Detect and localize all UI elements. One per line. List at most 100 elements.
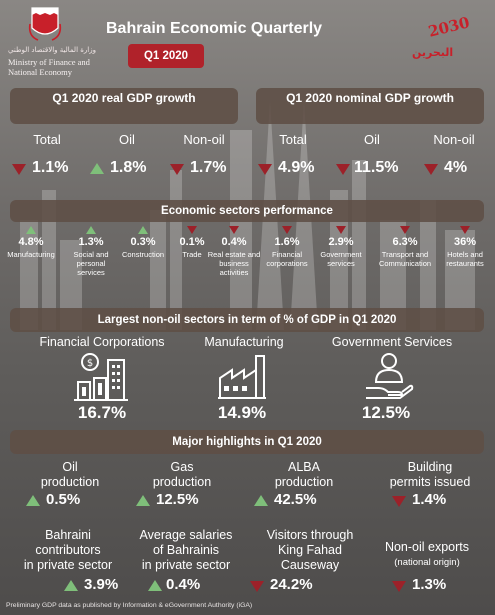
sector-manufacturing: 4.8% Manufacturing [4, 226, 58, 259]
highlight-label-line: contributors [35, 543, 101, 557]
person-hand-icon [366, 353, 414, 399]
sector-value: 2.9% [328, 236, 354, 248]
header: وزارة المالية والاقتصاد الوطني Ministry … [0, 0, 495, 86]
nominal-gdp-nonoil-label: Non-oil [433, 132, 475, 147]
decrease-arrow-icon [12, 164, 26, 175]
highlight-exports-value: 1.3% [412, 576, 447, 593]
highlight-label-line: in private sector [141, 558, 231, 572]
highlight-building-label: Building permits issued [380, 460, 480, 490]
bahrain-crest-icon [28, 7, 62, 41]
increase-arrow-icon [136, 495, 150, 506]
highlight-label-line: Gas [170, 460, 194, 474]
real-gdp-header: Q1 2020 real GDP growth [10, 88, 238, 124]
increase-arrow-icon [64, 580, 78, 591]
highlight-contributors-value: 3.9% [84, 576, 119, 593]
largest-government-value: 12.5% [361, 403, 411, 422]
highlight-exports-label: Non-oil exports (national origin) [372, 540, 482, 570]
svg-text:$: $ [87, 358, 93, 369]
sector-value: 36% [453, 236, 477, 248]
increase-arrow-icon [26, 495, 40, 506]
highlight-label-line: ALBA [288, 460, 320, 474]
largest-sectors-header: Largest non-oil sectors in term of % of … [10, 308, 484, 332]
vision-2030-logo-year: 2030 [426, 13, 472, 41]
nominal-gdp-header: Q1 2020 nominal GDP growth [256, 88, 484, 124]
factory-icon [218, 355, 266, 399]
highlight-label-line: Building [407, 460, 453, 474]
increase-arrow-icon [26, 226, 36, 234]
largest-government-label: Government Services [331, 335, 453, 349]
decrease-arrow-icon [229, 226, 239, 234]
real-gdp-total-label: Total [33, 132, 61, 147]
highlight-label-line: production [40, 475, 100, 489]
sector-name: Manufacturing [7, 250, 55, 259]
highlight-label-line: Non-oil exports [384, 540, 470, 554]
largest-manufacturing-label: Manufacturing [204, 335, 284, 349]
sector-value: 1.3% [78, 236, 104, 248]
highlight-oil-value: 0.5% [46, 491, 81, 508]
sector-financial: 1.6% Financial corporations [260, 226, 314, 268]
highlight-label-line: King Fahad [278, 543, 342, 557]
highlight-label-line: Visitors through [266, 528, 354, 542]
highlight-label-line: Causeway [280, 558, 340, 572]
decrease-arrow-icon [400, 226, 410, 234]
sector-value: 0.1% [179, 236, 205, 248]
sector-name: Construction [121, 250, 165, 259]
nominal-gdp-oil-label: Oil [364, 132, 380, 147]
real-gdp-oil-label: Oil [119, 132, 135, 147]
decrease-arrow-icon [336, 164, 350, 175]
nominal-gdp-nonoil-value: 4% [444, 159, 468, 176]
sector-value: 1.6% [274, 236, 300, 248]
highlight-label-line: production [152, 475, 212, 489]
page-title: Bahrain Economic Quarterly [106, 20, 323, 37]
highlight-building-value: 1.4% [412, 491, 447, 508]
sector-construction: 0.3% Construction [116, 226, 170, 259]
sector-value: 0.3% [130, 236, 156, 248]
highlight-label-line: Oil [62, 460, 78, 474]
quarter-badge: Q1 2020 [128, 44, 204, 68]
decrease-arrow-icon [392, 496, 406, 507]
sector-value: 0.4% [221, 236, 247, 248]
largest-financial-value: 16.7% [77, 403, 127, 422]
highlight-label-line: (national origin) [394, 557, 460, 568]
footer-note: Preliminary GDP data as published by Inf… [6, 602, 253, 609]
highlight-gas-label: Gas production [132, 460, 232, 490]
sector-name: Social and personal services [73, 250, 109, 277]
sector-name: Trade [182, 250, 202, 259]
highlight-label-line: in private sector [23, 558, 113, 572]
sector-trade: 0.1% Trade [165, 226, 219, 259]
decrease-arrow-icon [392, 581, 406, 592]
highlight-contributors-label: Bahraini contributors in private sector [8, 528, 128, 573]
vision-2030-logo-text: البحرين [412, 46, 454, 59]
sector-value: 4.8% [18, 236, 44, 248]
ministry-name-english: Ministry of Finance and National Economy [8, 57, 90, 77]
decrease-arrow-icon [336, 226, 346, 234]
nominal-gdp-total-value: 4.9% [278, 159, 315, 176]
decrease-arrow-icon [250, 581, 264, 592]
highlight-label-line: Bahraini [45, 528, 91, 542]
increase-arrow-icon [254, 495, 268, 506]
decrease-arrow-icon [170, 164, 184, 175]
highlights-header: Major highlights in Q1 2020 [10, 430, 484, 454]
sector-name: Hotels and restaurants [446, 250, 484, 268]
sector-real-estate: 0.4% Real estate and business activities [207, 226, 261, 277]
highlight-gas-value: 12.5% [156, 491, 199, 508]
highlight-visitors-value: 24.2% [270, 576, 313, 593]
increase-arrow-icon [90, 163, 104, 174]
sector-hotels: 36% Hotels and restaurants [438, 226, 492, 268]
highlight-alba-label: ALBA production [254, 460, 354, 490]
highlight-label-line: permits issued [389, 475, 471, 489]
sectors-header: Economic sectors performance [10, 200, 484, 222]
nominal-gdp-total-label: Total [279, 132, 307, 147]
sector-name: Financial corporations [266, 250, 308, 268]
decrease-arrow-icon [282, 226, 292, 234]
sector-value: 6.3% [392, 236, 418, 248]
real-gdp-nonoil-value: 1.7% [190, 159, 227, 176]
largest-financial-label: Financial Corporations [39, 335, 165, 349]
highlight-oil-label: Oil production [20, 460, 120, 490]
sector-name: Real estate and business activities [207, 250, 261, 277]
decrease-arrow-icon [187, 226, 197, 234]
increase-arrow-icon [86, 226, 96, 234]
highlight-label-line: Average salaries [139, 528, 233, 542]
finance-buildings-icon: $ [74, 353, 128, 401]
nominal-gdp-oil-value: 11.5% [354, 159, 399, 176]
